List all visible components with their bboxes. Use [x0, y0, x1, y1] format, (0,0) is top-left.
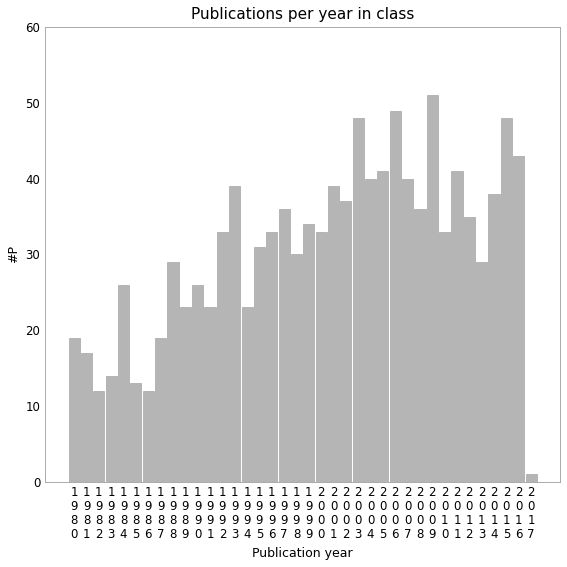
Bar	[451, 171, 463, 481]
Bar	[229, 187, 240, 481]
Bar	[81, 353, 92, 481]
Bar	[69, 338, 80, 481]
Bar	[167, 262, 179, 481]
Bar	[254, 247, 265, 481]
Bar	[303, 224, 314, 481]
Bar	[180, 307, 191, 481]
Bar	[439, 232, 450, 481]
Title: Publications per year in class: Publications per year in class	[191, 7, 414, 22]
Bar	[205, 307, 215, 481]
Bar	[130, 383, 142, 481]
Bar	[316, 232, 327, 481]
Bar	[118, 285, 129, 481]
Bar	[143, 391, 154, 481]
Bar	[278, 209, 290, 481]
Bar	[365, 179, 376, 481]
Bar	[105, 375, 117, 481]
Bar	[217, 232, 228, 481]
Bar	[476, 262, 487, 481]
Bar	[378, 171, 388, 481]
Y-axis label: #P: #P	[7, 246, 20, 264]
Bar	[192, 285, 203, 481]
Bar	[266, 232, 277, 481]
Bar	[291, 255, 302, 481]
Bar	[390, 111, 401, 481]
Bar	[526, 474, 536, 481]
Bar	[340, 201, 352, 481]
Bar	[353, 118, 364, 481]
Bar	[513, 156, 524, 481]
Bar	[464, 217, 475, 481]
Bar	[155, 338, 166, 481]
Bar	[501, 118, 512, 481]
Bar	[402, 179, 413, 481]
Bar	[242, 307, 253, 481]
Bar	[328, 187, 339, 481]
Bar	[94, 391, 104, 481]
X-axis label: Publication year: Publication year	[252, 547, 353, 560]
Bar	[489, 194, 500, 481]
Bar	[427, 95, 438, 481]
Bar	[414, 209, 425, 481]
